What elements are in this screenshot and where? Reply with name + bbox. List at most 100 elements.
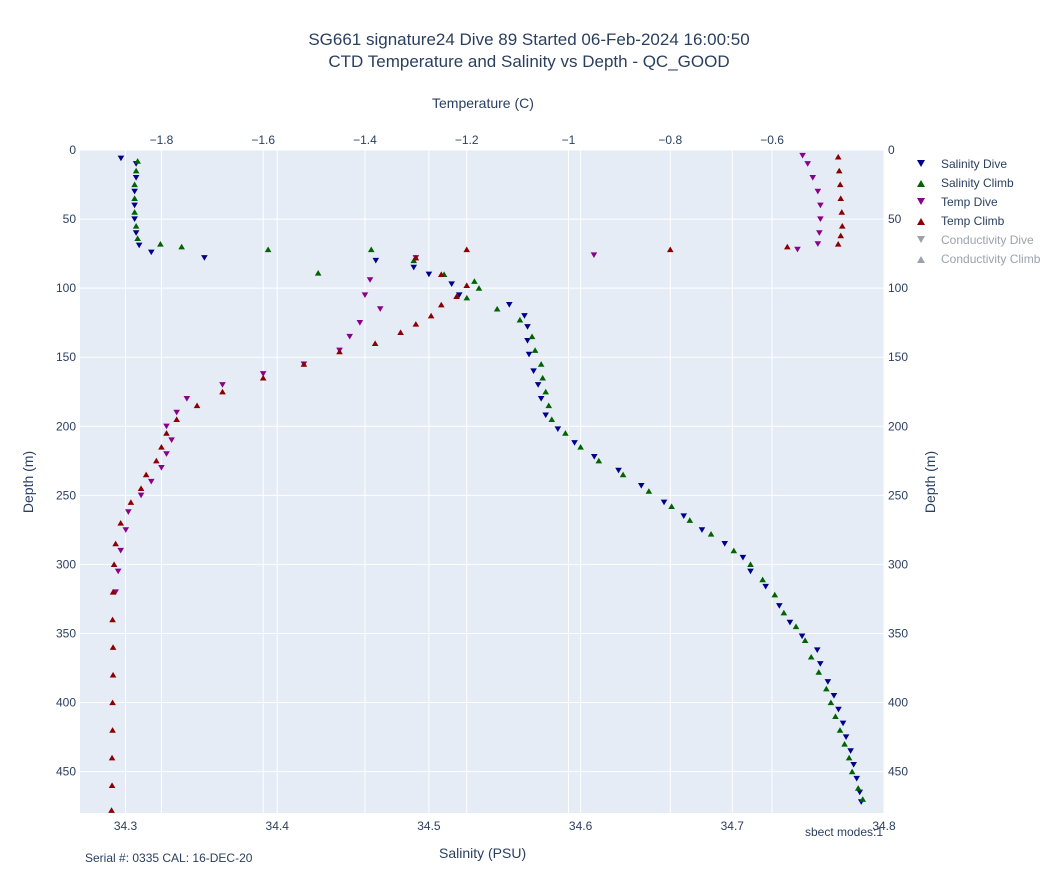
data-point (178, 243, 185, 250)
data-point (163, 423, 170, 430)
modes-note: sbect modes:1 (805, 825, 884, 839)
plot-title-line1: SG661 signature24 Dive 89 Started 06-Feb… (308, 30, 750, 49)
data-point (147, 478, 155, 485)
data-point (109, 727, 116, 733)
data-point (132, 167, 140, 174)
data-point (134, 158, 141, 164)
data-point (131, 188, 138, 195)
data-point (524, 337, 531, 344)
data-point (117, 155, 125, 162)
data-point (427, 312, 435, 319)
data-point (814, 241, 822, 247)
data-point (132, 174, 140, 181)
data-point (109, 699, 116, 706)
left-tick-label: 300 (56, 557, 76, 571)
bottom-axis-title: Salinity (PSU) (439, 845, 527, 861)
data-point (425, 271, 433, 278)
top-tick-label: −1.4 (353, 133, 377, 147)
legend-marker (917, 236, 925, 243)
series-salinity-climb (131, 158, 867, 802)
data-point (792, 623, 800, 630)
data-point (193, 402, 201, 409)
legend-marker (917, 218, 925, 225)
data-point (801, 637, 809, 643)
data-point (838, 209, 846, 215)
data-point (142, 471, 150, 478)
data-point (137, 485, 145, 492)
data-point (471, 278, 478, 284)
data-point (807, 653, 815, 660)
data-point (542, 388, 550, 395)
data-point (117, 547, 125, 554)
data-point (759, 576, 766, 583)
bottom-tick-label: 34.5 (417, 819, 441, 833)
data-point (856, 789, 864, 796)
data-point (545, 402, 553, 409)
data-point (815, 669, 823, 675)
data-point (131, 216, 138, 223)
data-point (698, 527, 706, 533)
data-point (530, 368, 537, 374)
data-point (135, 242, 143, 249)
legend-label: Salinity Climb (941, 176, 1014, 190)
grid-lines (80, 149, 885, 813)
legend-label: Conductivity Climb (941, 252, 1041, 266)
data-point (845, 754, 853, 761)
data-point (367, 246, 375, 253)
data-point (730, 547, 738, 554)
top-tick-label: −1.6 (251, 133, 275, 147)
data-point (548, 416, 556, 422)
data-point (786, 619, 794, 626)
data-point (158, 443, 165, 450)
data-point (571, 440, 578, 446)
left-tick-label: 200 (56, 419, 76, 433)
data-point (125, 509, 132, 515)
data-point (615, 467, 622, 474)
data-point (848, 768, 856, 775)
data-point (739, 554, 747, 561)
left-tick-label: 50 (63, 212, 77, 226)
top-axis-title: Temperature (C) (432, 95, 534, 111)
data-point (448, 281, 455, 287)
data-point (813, 647, 821, 653)
data-point (834, 153, 842, 160)
data-point (836, 727, 844, 733)
data-point (832, 713, 839, 719)
data-point (122, 527, 130, 533)
plot-area (80, 150, 884, 813)
data-point (794, 246, 801, 253)
data-point (817, 216, 824, 223)
data-point (660, 499, 668, 506)
data-point (168, 437, 175, 444)
data-point (453, 293, 460, 300)
data-point (108, 807, 115, 813)
data-point (771, 591, 779, 598)
data-point (854, 785, 862, 791)
triangle-up-marker-icon (917, 180, 925, 187)
data-point (183, 395, 191, 402)
right-tick-label: 50 (888, 212, 902, 226)
data-point (809, 174, 817, 181)
data-point (259, 374, 267, 381)
legend-marker (917, 160, 925, 167)
data-point (346, 333, 353, 340)
data-point (132, 222, 140, 229)
data-point (131, 195, 138, 201)
triangle-up-marker-icon (917, 256, 925, 263)
left-tick-label: 100 (56, 281, 76, 295)
data-point (524, 324, 531, 330)
right-tick-label: 100 (888, 281, 908, 295)
left-tick-label: 450 (56, 765, 76, 779)
data-point (463, 294, 471, 301)
data-point (134, 235, 141, 242)
data-point (619, 471, 627, 478)
bottom-tick-label: 34.7 (721, 819, 745, 833)
data-point (132, 230, 140, 236)
series-salinity-dive (117, 155, 865, 805)
legend-label: Salinity Dive (941, 157, 1008, 171)
data-point (397, 329, 404, 335)
data-point (542, 412, 550, 419)
data-point (463, 246, 471, 253)
series-temp-climb (108, 153, 846, 813)
